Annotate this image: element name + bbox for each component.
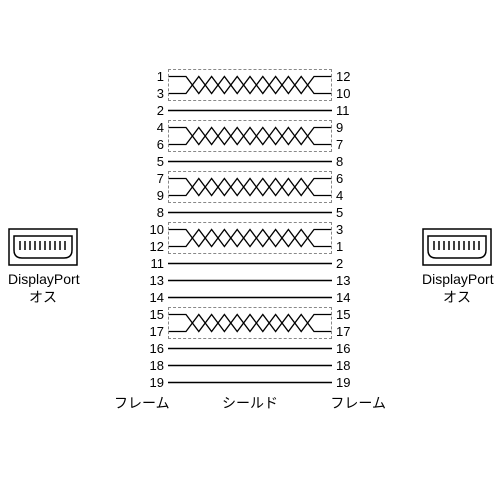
pin-left: 14 [136, 289, 168, 306]
pin-right: 15 [336, 306, 364, 323]
pin-left: 11 [136, 255, 168, 272]
wire-twisted-pair: 10 12 3 1 [136, 221, 364, 255]
pin-left: 1 [136, 68, 164, 85]
pin-left: 13 [136, 272, 168, 289]
pin-left: 3 [136, 85, 164, 102]
pin-right: 8 [332, 153, 364, 170]
wire-row: 5 8 [136, 153, 364, 170]
pin-left: 8 [136, 204, 168, 221]
pin-right: 6 [336, 170, 364, 187]
wire-row: 13 13 [136, 272, 364, 289]
pin-right: 10 [336, 85, 364, 102]
pin-left: 2 [136, 102, 168, 119]
wire-row: 14 14 [136, 289, 364, 306]
pin-left: 7 [136, 170, 164, 187]
pin-left: 5 [136, 153, 168, 170]
frame-label-right: フレーム [330, 393, 386, 413]
wire-row: 18 18 [136, 357, 364, 374]
wire-straight [168, 340, 332, 357]
wire-straight [168, 289, 332, 306]
pin-right: 5 [332, 204, 364, 221]
pin-left: 12 [136, 238, 164, 255]
right-connector-label: DisplayPort オス [422, 270, 492, 306]
wire-twisted [168, 68, 332, 102]
wire-straight [168, 272, 332, 289]
pin-right: 12 [336, 68, 364, 85]
pin-left: 19 [136, 374, 168, 391]
pin-left: 15 [136, 306, 164, 323]
wire-row: 19 19 [136, 374, 364, 391]
pin-right: 16 [332, 340, 364, 357]
wire-straight [168, 357, 332, 374]
frame-label-left: フレーム [114, 393, 170, 413]
wire-twisted-pair: 15 17 15 17 [136, 306, 364, 340]
wire-twisted [168, 119, 332, 153]
wire-twisted-pair: 1 3 12 10 [136, 68, 364, 102]
pin-right: 4 [336, 187, 364, 204]
pin-right: 19 [332, 374, 364, 391]
left-connector: DisplayPort オス [8, 228, 78, 306]
wire-twisted [168, 170, 332, 204]
wire-row: 11 2 [136, 255, 364, 272]
wire-straight [168, 102, 332, 119]
pin-left: 9 [136, 187, 164, 204]
wire-straight [168, 374, 332, 391]
pin-right: 3 [336, 221, 364, 238]
pin-right: 17 [336, 323, 364, 340]
displayport-icon [8, 228, 78, 266]
wire-straight [168, 153, 332, 170]
wire-straight [168, 255, 332, 272]
pin-right: 2 [332, 255, 364, 272]
left-connector-label: DisplayPort オス [8, 270, 78, 306]
wire-row: 8 5 [136, 204, 364, 221]
pin-left: 4 [136, 119, 164, 136]
displayport-icon [422, 228, 492, 266]
pin-right: 7 [336, 136, 364, 153]
wire-straight [168, 204, 332, 221]
pin-left: 6 [136, 136, 164, 153]
right-connector: DisplayPort オス [422, 228, 492, 306]
wiring-column: 1 3 12 10 2 11 4 6 [136, 68, 364, 391]
pin-right: 13 [332, 272, 364, 289]
pin-right: 14 [332, 289, 364, 306]
pin-left: 10 [136, 221, 164, 238]
wire-row: 16 16 [136, 340, 364, 357]
pin-right: 1 [336, 238, 364, 255]
pinout-diagram: DisplayPort オス DisplayPort オス 1 3 [0, 0, 500, 500]
pin-right: 11 [332, 102, 364, 119]
wire-twisted-pair: 4 6 9 7 [136, 119, 364, 153]
wire-row: 2 11 [136, 102, 364, 119]
wire-twisted [168, 221, 332, 255]
pin-right: 18 [332, 357, 364, 374]
pin-right: 9 [336, 119, 364, 136]
bottom-labels: フレーム シールド フレーム [136, 393, 364, 413]
pin-left: 16 [136, 340, 168, 357]
wire-twisted-pair: 7 9 6 4 [136, 170, 364, 204]
pin-left: 18 [136, 357, 168, 374]
wire-twisted [168, 306, 332, 340]
pin-left: 17 [136, 323, 164, 340]
